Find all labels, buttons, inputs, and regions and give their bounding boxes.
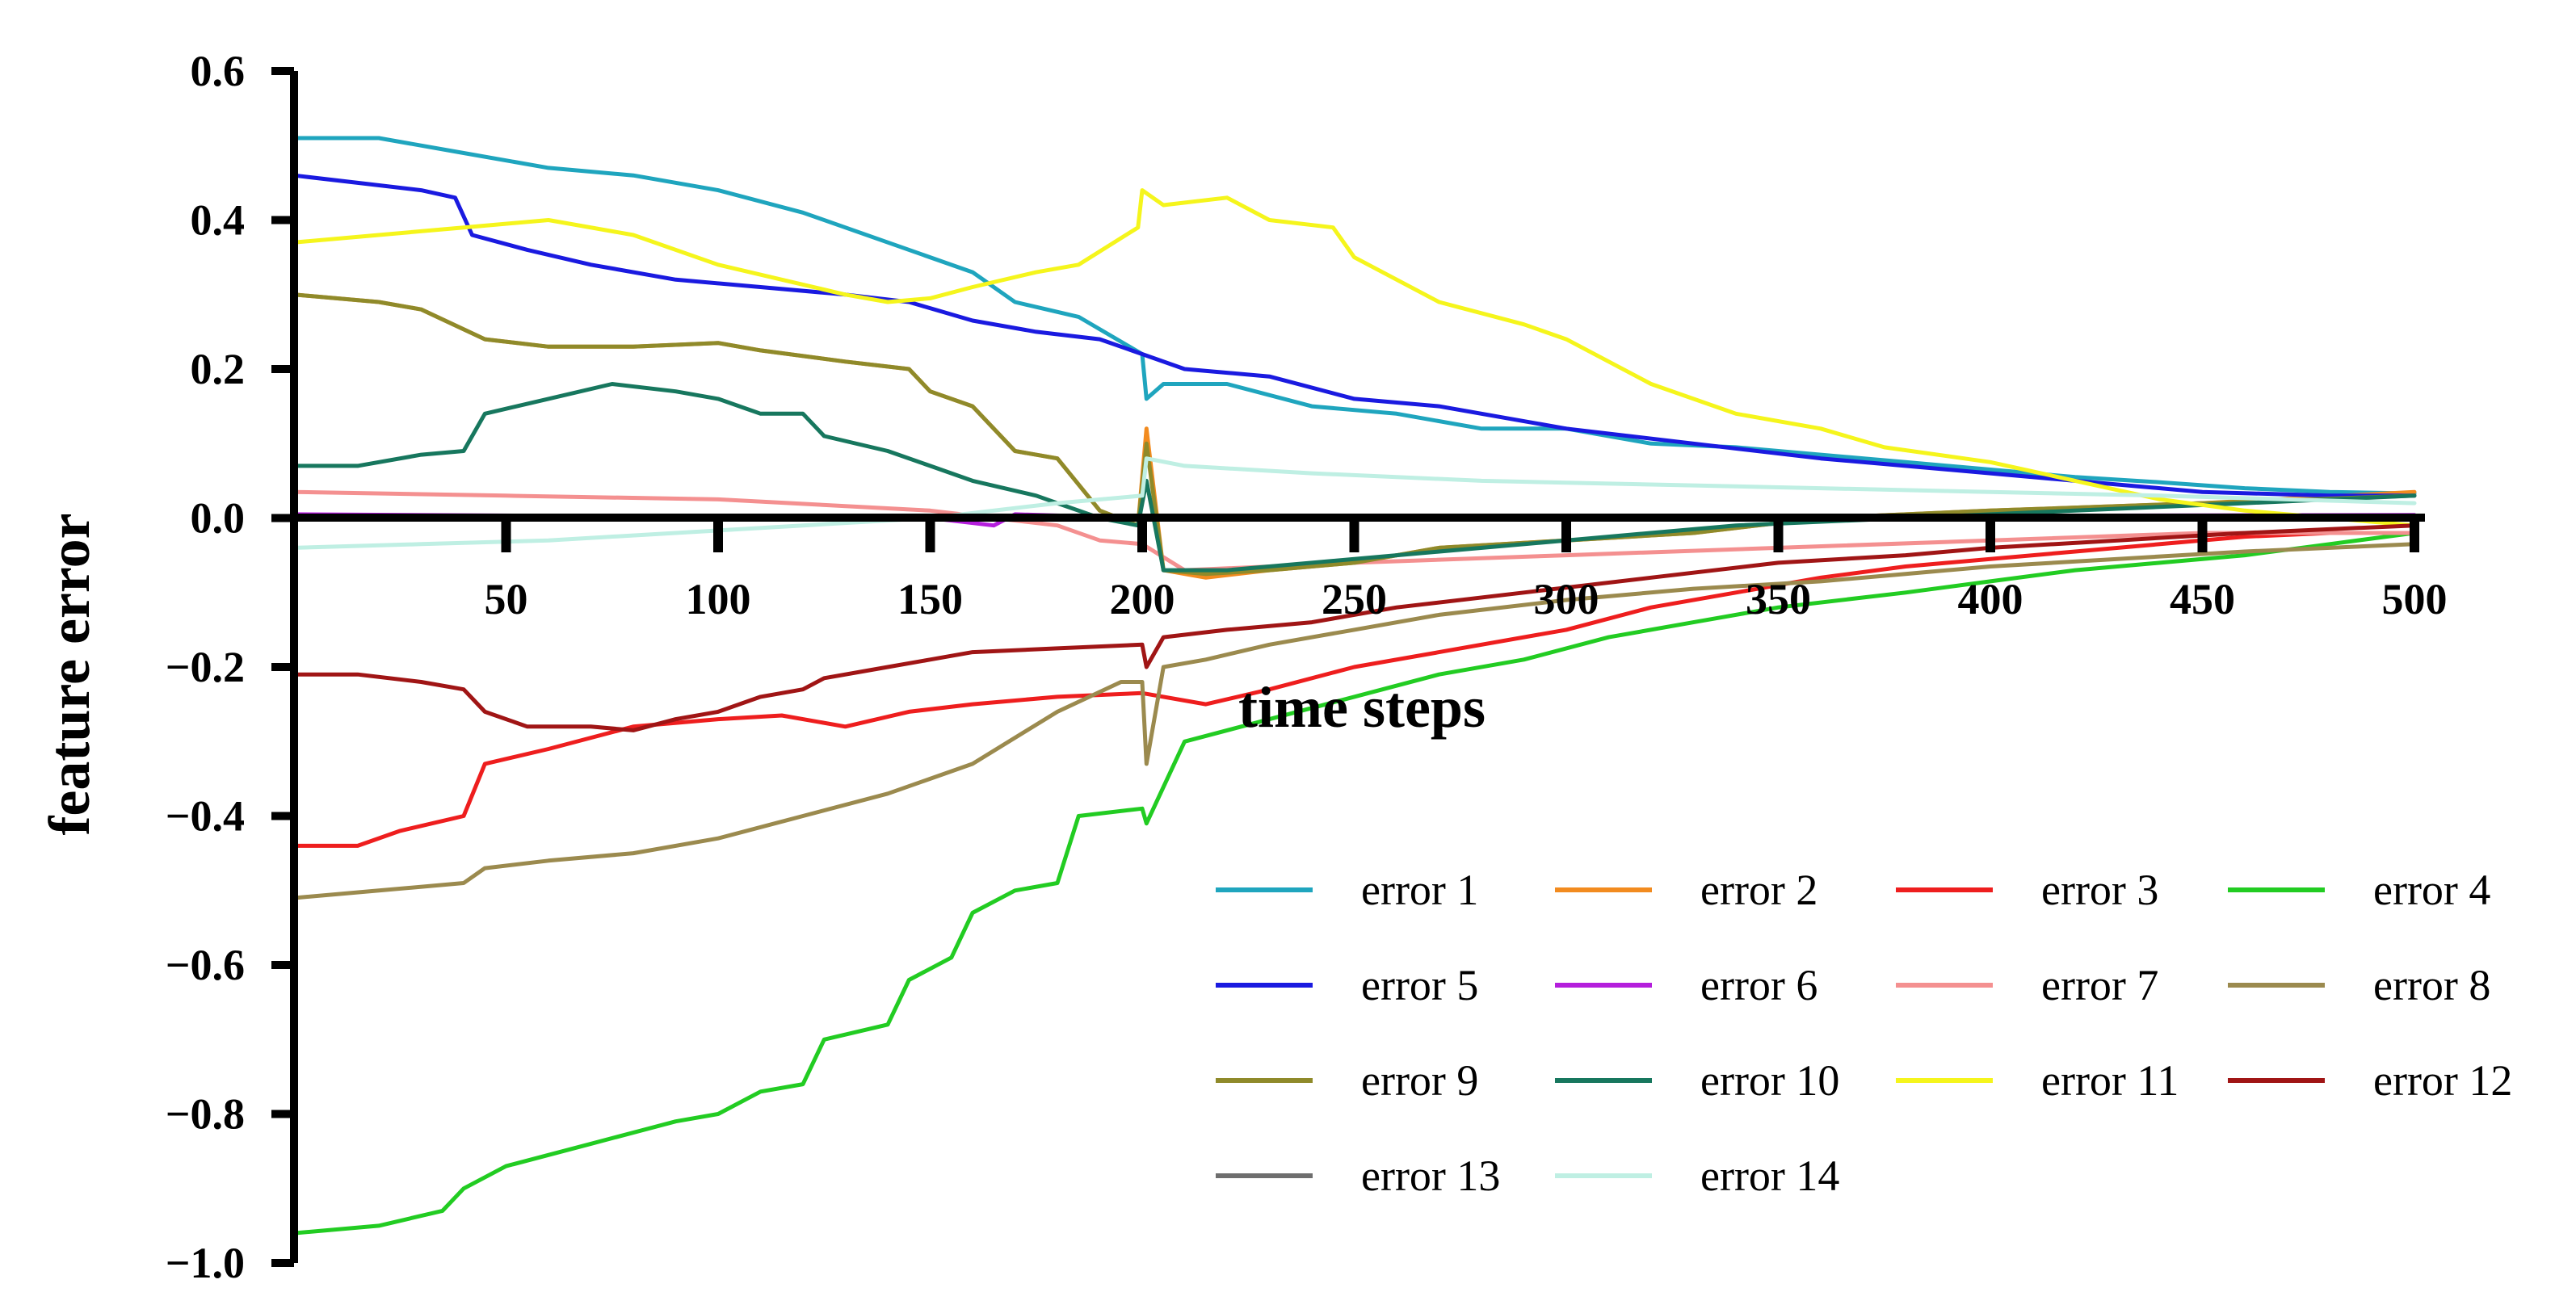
legend-item-error-13: error 13 xyxy=(1216,1152,1500,1200)
legend-label: error 12 xyxy=(2373,1056,2512,1105)
legend-item-error-8: error 8 xyxy=(2228,961,2490,1009)
legend-label: error 5 xyxy=(1361,961,1478,1009)
x-axis-title: time steps xyxy=(1238,675,1486,740)
legend-item-error-3: error 3 xyxy=(1896,866,2158,914)
x-tick-label: 200 xyxy=(1110,575,1175,623)
y-tick-label: −0.6 xyxy=(166,941,245,989)
legend-label: error 10 xyxy=(1700,1056,1839,1105)
x-tick-label: 350 xyxy=(1746,575,1811,623)
legend-label: error 3 xyxy=(2041,866,2158,914)
x-tick-label: 450 xyxy=(2170,575,2235,623)
series-line-error-14 xyxy=(292,456,2417,550)
y-tick-label: −1.0 xyxy=(166,1239,245,1287)
legend-label: error 6 xyxy=(1700,961,1817,1009)
x-tick-label: 150 xyxy=(897,575,963,623)
y-tick-label: −0.8 xyxy=(166,1090,245,1139)
legend-item-error-1: error 1 xyxy=(1216,866,1478,914)
legend-item-error-11: error 11 xyxy=(1896,1056,2179,1105)
legend-item-error-12: error 12 xyxy=(2228,1056,2512,1105)
legend-label: error 13 xyxy=(1361,1152,1500,1200)
y-tick-label: 0.0 xyxy=(191,494,246,543)
legend-label: error 8 xyxy=(2373,961,2490,1009)
legend-item-error-4: error 4 xyxy=(2228,866,2490,914)
legend: error 1 error 2 error 3 error 4 error 5 error… xyxy=(1216,866,2512,1200)
legend-item-error-10: error 10 xyxy=(1555,1056,1839,1105)
legend-label: error 1 xyxy=(1361,866,1478,914)
axes: 0.6 0.4 0.2 0.0 −0.2 −0.4 −0.6 −0.8 −1.0 50 100 15… xyxy=(166,47,2448,1287)
legend-label: error 2 xyxy=(1700,866,1817,914)
legend-label: error 14 xyxy=(1700,1152,1839,1200)
x-tick-label: 300 xyxy=(1534,575,1599,623)
legend-item-error-2: error 2 xyxy=(1555,866,1817,914)
x-tick-label: 100 xyxy=(686,575,751,623)
y-tick-label: 0.4 xyxy=(191,196,246,245)
x-tick-label: 250 xyxy=(1322,575,1387,623)
y-tick-label: 0.6 xyxy=(191,47,246,95)
series-line-error-5 xyxy=(292,173,2417,498)
series-line-error-11 xyxy=(292,188,2417,528)
legend-item-error-14: error 14 xyxy=(1555,1152,1839,1200)
legend-item-error-7: error 7 xyxy=(1896,961,2158,1009)
series-line-error-10 xyxy=(292,382,2417,573)
series-line-error-4 xyxy=(292,531,2417,1236)
legend-item-error-9: error 9 xyxy=(1216,1056,1478,1105)
legend-item-error-5: error 5 xyxy=(1216,961,1478,1009)
series-line-error-3 xyxy=(292,531,2417,848)
y-axis-title: feature error xyxy=(37,513,102,835)
series-line-error-8 xyxy=(292,542,2417,900)
x-tick-label: 500 xyxy=(2382,575,2448,623)
y-ticks: 0.6 0.4 0.2 0.0 −0.2 −0.4 −0.6 −0.8 −1.0 xyxy=(166,47,294,1287)
x-tick-label: 50 xyxy=(485,575,528,623)
series-line-error-12 xyxy=(292,523,2417,732)
legend-label: error 9 xyxy=(1361,1056,1478,1105)
x-tick-label: 400 xyxy=(1958,575,2023,623)
legend-label: error 7 xyxy=(2041,961,2158,1009)
y-tick-label: −0.4 xyxy=(166,792,245,841)
legend-label: error 11 xyxy=(2041,1056,2179,1105)
series-line-error-1 xyxy=(292,136,2417,496)
legend-label: error 4 xyxy=(2373,866,2490,914)
y-tick-label: −0.2 xyxy=(166,643,245,691)
legend-item-error-6: error 6 xyxy=(1555,961,1817,1009)
x-ticks: 50 100 150 200 250 300 350 400 450 500 xyxy=(485,518,2448,623)
y-tick-label: 0.2 xyxy=(191,345,246,393)
